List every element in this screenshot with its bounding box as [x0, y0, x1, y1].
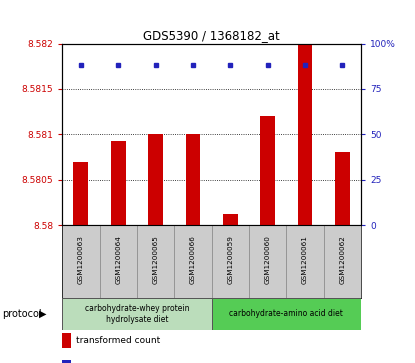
- Bar: [186, 134, 200, 225]
- Text: GSM1200060: GSM1200060: [265, 236, 271, 284]
- Bar: [73, 162, 88, 225]
- Text: transformed count: transformed count: [76, 336, 160, 345]
- Bar: [298, 45, 312, 225]
- Text: GSM1200065: GSM1200065: [153, 236, 159, 284]
- Bar: [62, 225, 100, 298]
- Bar: [223, 214, 238, 225]
- Bar: [260, 116, 275, 225]
- Text: carbohydrate-amino acid diet: carbohydrate-amino acid diet: [229, 310, 343, 318]
- Text: GSM1200059: GSM1200059: [227, 236, 233, 284]
- Bar: [148, 134, 163, 225]
- Bar: [249, 225, 286, 298]
- Title: GDS5390 / 1368182_at: GDS5390 / 1368182_at: [143, 29, 280, 42]
- Bar: [137, 225, 174, 298]
- Text: GSM1200064: GSM1200064: [115, 236, 121, 284]
- Bar: [335, 152, 350, 225]
- Bar: [286, 225, 324, 298]
- Text: GSM1200062: GSM1200062: [339, 236, 345, 284]
- Text: GSM1200066: GSM1200066: [190, 236, 196, 284]
- Bar: [212, 225, 249, 298]
- Bar: [212, 298, 361, 330]
- Bar: [62, 298, 212, 330]
- Text: protocol: protocol: [2, 309, 42, 319]
- Bar: [324, 225, 361, 298]
- Text: GSM1200063: GSM1200063: [78, 236, 84, 284]
- Text: carbohydrate-whey protein
hydrolysate diet: carbohydrate-whey protein hydrolysate di…: [85, 304, 189, 324]
- Bar: [100, 225, 137, 298]
- Text: ▶: ▶: [39, 309, 47, 319]
- Text: GSM1200061: GSM1200061: [302, 236, 308, 284]
- Bar: [111, 141, 126, 225]
- Bar: [174, 225, 212, 298]
